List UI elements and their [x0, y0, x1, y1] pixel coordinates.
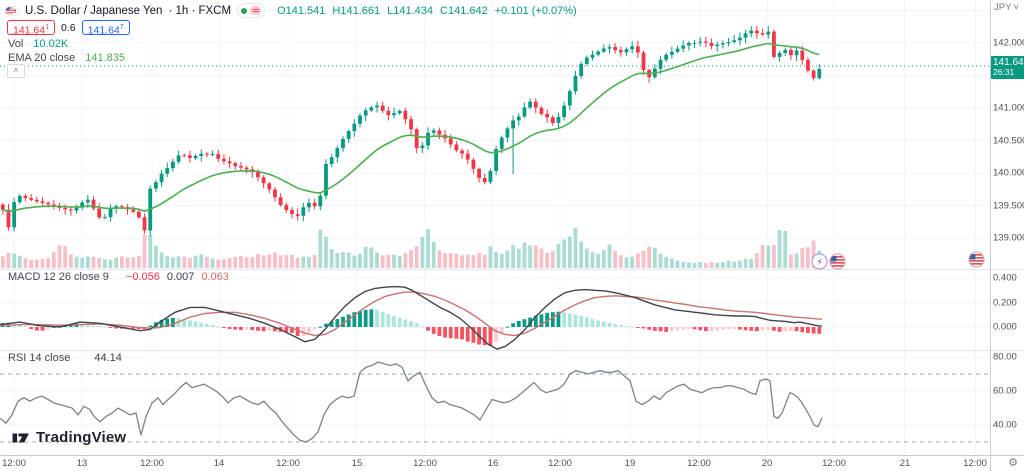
symbol-title[interactable]: U.S. Dollar / Japanese Yen [25, 4, 163, 17]
ema-line [2, 42, 820, 213]
rsi-value: 44.14 [94, 352, 122, 364]
ema-label: EMA 20 close [8, 52, 76, 64]
macd-axis-label: 0.200 [993, 297, 1017, 309]
collapse-legend-button[interactable]: ˄ [7, 64, 25, 78]
price-axis-label: 139.000 [993, 232, 1024, 244]
usdjpy-flags-icon [5, 5, 19, 16]
grid-layer [0, 0, 990, 455]
time-axis-label: 12:00 [963, 458, 987, 469]
time-axis-label: 12:00 [413, 458, 437, 469]
tradingview-logo-icon [12, 433, 29, 442]
price-axis-label: 142.000 [993, 37, 1024, 49]
macd-signal-line [0, 291, 823, 337]
rsi-legend[interactable]: RSI 14 close 44.14 [8, 352, 122, 364]
macd-axis[interactable]: 0.400 0.200 0.000 [991, 0, 1024, 455]
time-axis-label: 14 [213, 458, 225, 469]
tradingview-wordmark: TradingView [36, 429, 127, 446]
trade-buttons: 141.641 0.6 141.647 [7, 20, 130, 37]
buy-button[interactable]: 141.647 [81, 20, 130, 37]
sell-price: 141.64 [13, 24, 46, 37]
gear-button[interactable]: ⚙ [1008, 457, 1018, 468]
ohlc-close: C141.642 [440, 4, 488, 17]
time-axis-label: 16 [487, 458, 499, 469]
chevron-up-icon: ˄ [13, 66, 19, 75]
time-axis[interactable]: 12:00 13 12:00 14 12:00 15 12:00 16 12:00 19 12:00… [0, 456, 990, 471]
economic-event-us-flag-icon[interactable] [968, 251, 985, 268]
time-axis-label: 12:00 [822, 458, 846, 469]
rsi-label: RSI 14 close [8, 352, 71, 364]
rsi-line [0, 361, 823, 443]
candles-layer [0, 25, 822, 236]
volume-legend[interactable]: Vol 10.02K [8, 38, 68, 50]
time-axis-label: 12:00 [276, 458, 300, 469]
time-axis-label: 20 [761, 458, 773, 469]
badge-price: 141.642 [993, 57, 1024, 68]
rsi-axis-label: 60.00 [993, 385, 1017, 397]
sell-sup: 1 [45, 24, 50, 31]
market-status-pill[interactable] [237, 3, 266, 18]
time-axis-label: 15 [351, 458, 363, 469]
macd-layer [0, 285, 823, 350]
time-axis-label: 12:00 [687, 458, 711, 469]
last-price-badge: 141.642 26:31 [991, 56, 1024, 79]
volume-layer [0, 227, 822, 269]
ohlc-high: H141.661 [332, 4, 381, 17]
macd-legend[interactable]: MACD 12 26 close 9 −0.056 0.007 0.063 [8, 271, 229, 283]
macd-label: MACD 12 26 close 9 [8, 271, 109, 283]
time-axis-label: 12:00 [140, 458, 164, 469]
macd-value: 0.007 [166, 271, 195, 283]
spread-label: 0.6 [61, 21, 76, 34]
price-axis-label: 140.500 [993, 135, 1024, 146]
sentiment-icon [250, 6, 262, 15]
ema-value: 141.835 [85, 52, 126, 64]
market-open-dot-icon [241, 7, 248, 14]
rsi-axis-label: 40.00 [993, 419, 1017, 431]
badge-countdown: 26:31 [993, 67, 1015, 77]
volume-label: Vol [8, 38, 24, 50]
economic-event-lightning-icon[interactable]: ⚡ [811, 253, 828, 270]
macd-line [0, 285, 823, 350]
ohlc-row: O141.541 H141.661 L141.434 C141.642 +0.1… [277, 5, 577, 17]
price-axis[interactable]: 142.000 141.000 140.500 140.000 139.500 139.0… [991, 0, 1024, 455]
macd-hist-value: −0.056 [125, 271, 160, 283]
time-axis-label: 13 [76, 458, 88, 469]
symbol-meta[interactable]: · 1h · FXCM [168, 4, 232, 17]
macd-signal-value: 0.063 [201, 271, 229, 283]
rsi-axis-label: 80.00 [993, 351, 1017, 363]
sell-button[interactable]: 141.641 [7, 20, 56, 37]
macd-axis-label: 0.000 [993, 321, 1017, 333]
rsi-axis[interactable]: 80.00 60.00 40.00 [991, 0, 1024, 455]
ema-legend[interactable]: EMA 20 close 141.835 [8, 52, 125, 64]
chevron-down-icon: ˅ [1013, 2, 1019, 13]
time-axis-label: 12:00 [548, 458, 572, 469]
currency-label: JPY [994, 2, 1012, 13]
price-axis-label: 139.500 [993, 200, 1024, 211]
tradingview-watermark[interactable]: TradingView [12, 429, 126, 446]
ohlc-low: L141.434 [387, 4, 434, 17]
svg-text:⚡: ⚡ [816, 258, 822, 268]
price-axis-label: 141.000 [993, 102, 1024, 114]
price-axis-label: 140.000 [993, 167, 1024, 179]
time-axis-label: 21 [899, 458, 911, 469]
economic-event-us-flag-icon[interactable] [829, 253, 846, 270]
ohlc-open: O141.541 [277, 4, 326, 17]
symbol-header: U.S. Dollar / Japanese Yen · 1h · FXCM O… [5, 3, 577, 18]
currency-dropdown[interactable]: JPY ˅ [994, 2, 1019, 13]
gear-icon: ⚙ [1008, 456, 1018, 469]
volume-value: 10.02K [33, 38, 69, 50]
macd-axis-label: 0.400 [993, 272, 1017, 284]
buy-price: 141.64 [87, 24, 120, 37]
buy-sup: 7 [119, 24, 124, 31]
time-axis-label: 12:00 [2, 458, 26, 469]
price-change: +0.101 (+0.07%) [494, 4, 577, 17]
time-axis-label: 19 [624, 458, 636, 469]
